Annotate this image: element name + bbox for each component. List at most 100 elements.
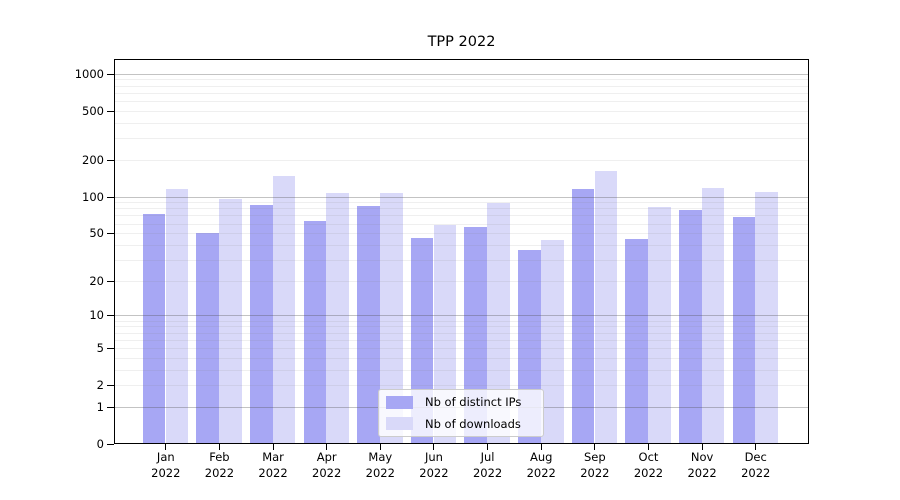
- y-tick-mark-50: [107, 233, 114, 235]
- x-tick-mark-oct: [647, 444, 649, 450]
- bar-may-ips: [357, 206, 380, 444]
- gridline-100: [114, 196, 809, 198]
- bar-aug-downloads: [540, 239, 564, 444]
- x-tick-label-jul: Jul 2022: [472, 450, 503, 480]
- legend: Nb of distinct IPs Nb of downloads: [378, 389, 544, 437]
- y-tick-label-20: 20: [89, 273, 104, 288]
- bar-nov-ips: [679, 209, 702, 444]
- x-tick-label-dec: Dec 2022: [741, 450, 771, 480]
- y-tick-mark-500: [107, 110, 114, 112]
- bar-sep-ips: [571, 188, 595, 444]
- y-tick-mark-200: [107, 159, 114, 161]
- gridline-70: [114, 215, 809, 217]
- y-tick-label-50: 50: [89, 226, 104, 241]
- plot-area: Nb of distinct IPs Nb of downloads: [114, 59, 809, 444]
- legend-label-downloads: Nb of downloads: [425, 416, 521, 431]
- gridline-3: [114, 369, 809, 371]
- x-tick-label-feb: Feb 2022: [204, 450, 235, 480]
- gridline-40: [114, 244, 809, 246]
- gridline-1000: [114, 73, 809, 75]
- y-tick-mark-5: [107, 347, 114, 349]
- y-tick-mark-1000: [107, 73, 114, 75]
- bar-feb-downloads: [219, 198, 242, 444]
- gridline-20: [114, 280, 809, 282]
- x-tick-label-aug: Aug 2022: [526, 450, 556, 480]
- bar-jan-downloads: [165, 188, 189, 444]
- gridline-50: [114, 233, 809, 235]
- gridline-6: [114, 339, 809, 341]
- bar-mar-ips: [249, 205, 273, 444]
- y-tick-label-1000: 1000: [74, 66, 104, 81]
- gridline-90: [114, 202, 809, 204]
- bar-nov-downloads: [701, 188, 725, 444]
- y-tick-label-500: 500: [82, 103, 104, 118]
- legend-label-distinct-ips: Nb of distinct IPs: [425, 395, 522, 410]
- gridline-200: [114, 159, 809, 161]
- x-tick-mark-apr: [326, 444, 328, 450]
- gridline-7: [114, 332, 809, 334]
- x-tick-label-sep: Sep 2022: [580, 450, 610, 480]
- bar-jul-downloads: [487, 203, 510, 444]
- y-tick-label-200: 200: [82, 152, 104, 167]
- bar-jan-ips: [142, 213, 166, 444]
- x-tick-mark-aug: [540, 444, 542, 450]
- gridline-400: [114, 122, 809, 124]
- legend-row-distinct-ips: Nb of distinct IPs: [386, 393, 536, 412]
- bar-dec-downloads: [755, 192, 779, 444]
- gridline-900: [114, 79, 809, 81]
- x-tick-mark-sep: [594, 444, 596, 450]
- gridline-2: [114, 385, 809, 387]
- y-tick-mark-20: [107, 280, 114, 282]
- y-tick-mark-1: [107, 406, 114, 408]
- bar-may-downloads: [380, 192, 403, 444]
- gridline-8: [114, 326, 809, 328]
- bar-apr-ips: [303, 221, 327, 444]
- gridline-10: [114, 315, 809, 317]
- gridline-300: [114, 138, 809, 140]
- x-tick-mark-feb: [218, 444, 220, 450]
- legend-swatch-distinct-ips: [386, 395, 413, 409]
- x-tick-label-nov: Nov 2022: [687, 450, 717, 480]
- y-tick-label-5: 5: [96, 340, 104, 355]
- bar-feb-ips: [196, 233, 219, 444]
- y-tick-label-2: 2: [96, 378, 104, 393]
- gridline-9: [114, 320, 809, 322]
- gridline-4: [114, 357, 809, 359]
- grid-layer: [114, 59, 809, 444]
- bar-mar-downloads: [272, 176, 296, 444]
- x-tick-label-apr: Apr 2022: [312, 450, 342, 480]
- y-tick-label-100: 100: [82, 189, 104, 204]
- legend-swatch-downloads: [386, 417, 413, 431]
- y-tick-label-0: 0: [96, 437, 104, 451]
- x-tick-mark-jun: [433, 444, 435, 450]
- x-tick-mark-mar: [272, 444, 274, 450]
- x-tick-label-mar: Mar 2022: [258, 450, 288, 480]
- bar-apr-downloads: [326, 193, 349, 444]
- gridline-500: [114, 110, 809, 112]
- y-tick-mark-0: [107, 444, 114, 445]
- gridline-800: [114, 85, 809, 87]
- legend-row-downloads: Nb of downloads: [386, 415, 536, 434]
- x-tick-label-jan: Jan 2022: [151, 450, 181, 480]
- x-tick-label-jun: Jun 2022: [419, 450, 449, 480]
- y-tick-mark-2: [107, 385, 114, 387]
- bar-sep-downloads: [594, 170, 618, 444]
- x-tick-mark-nov: [701, 444, 703, 450]
- y-tick-mark-100: [107, 196, 114, 198]
- gridline-5: [114, 347, 809, 349]
- y-tick-label-10: 10: [89, 308, 104, 323]
- gridline-600: [114, 100, 809, 102]
- x-tick-mark-dec: [755, 444, 757, 450]
- gridline-80: [114, 208, 809, 210]
- bar-dec-ips: [732, 216, 756, 444]
- gridline-30: [114, 259, 809, 261]
- x-tick-label-may: May 2022: [365, 450, 395, 480]
- x-tick-mark-jan: [165, 444, 167, 450]
- y-tick-mark-10: [107, 315, 114, 317]
- x-tick-mark-jul: [487, 444, 489, 450]
- bar-oct-ips: [625, 238, 648, 444]
- x-tick-mark-may: [379, 444, 381, 450]
- x-tick-label-oct: Oct 2022: [633, 450, 664, 480]
- y-tick-label-1: 1: [96, 399, 104, 414]
